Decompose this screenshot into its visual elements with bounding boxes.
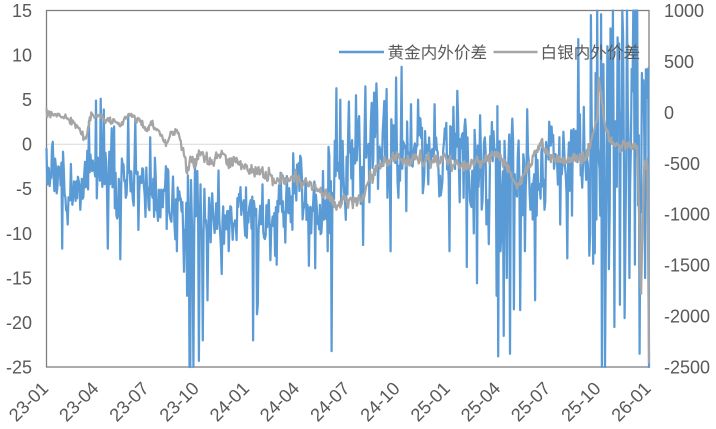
svg-text:15: 15 (12, 1, 32, 21)
svg-text:-1500: -1500 (664, 256, 710, 276)
svg-text:-25: -25 (6, 358, 32, 378)
svg-text:-20: -20 (6, 313, 32, 333)
svg-text:-15: -15 (6, 268, 32, 288)
svg-text:-2500: -2500 (664, 358, 710, 378)
svg-text:0: 0 (22, 135, 32, 155)
svg-text:10: 10 (12, 46, 32, 66)
svg-text:-1000: -1000 (664, 205, 710, 225)
svg-text:5: 5 (22, 90, 32, 110)
svg-text:1000: 1000 (664, 1, 704, 21)
svg-text:-2000: -2000 (664, 307, 710, 327)
svg-text:-500: -500 (664, 154, 700, 174)
svg-text:500: 500 (664, 52, 694, 72)
svg-text:-5: -5 (16, 179, 32, 199)
svg-text:0: 0 (664, 103, 674, 123)
svg-text:-10: -10 (6, 224, 32, 244)
